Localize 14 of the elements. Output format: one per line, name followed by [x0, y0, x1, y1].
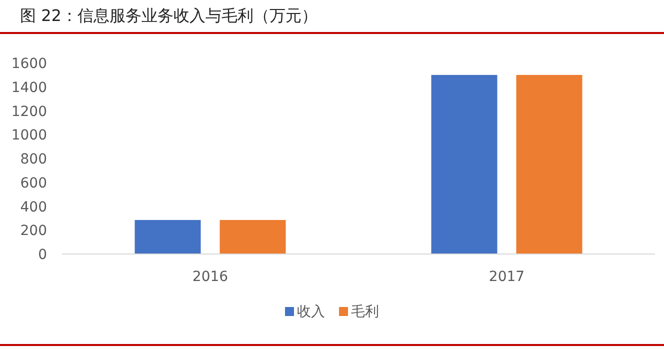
x-tick-label: 2016	[192, 269, 228, 285]
y-tick-label: 1200	[11, 104, 47, 120]
y-tick-label: 1400	[11, 80, 47, 96]
y-tick-label: 800	[20, 152, 47, 168]
y-tick-label: 0	[38, 247, 47, 263]
y-tick-label: 200	[20, 223, 47, 240]
x-tick-label: 2017	[488, 269, 525, 285]
chart-title: 图 22：信息服务业务收入与毛利（万元）	[20, 6, 318, 25]
legend-label: 收入	[297, 304, 325, 320]
y-tick-label: 400	[20, 199, 47, 216]
y-tick-label: 600	[20, 175, 47, 192]
y-tick-label: 1600	[11, 56, 47, 72]
legend-label: 毛利	[351, 304, 379, 320]
y-tick-label: 1000	[11, 128, 47, 144]
